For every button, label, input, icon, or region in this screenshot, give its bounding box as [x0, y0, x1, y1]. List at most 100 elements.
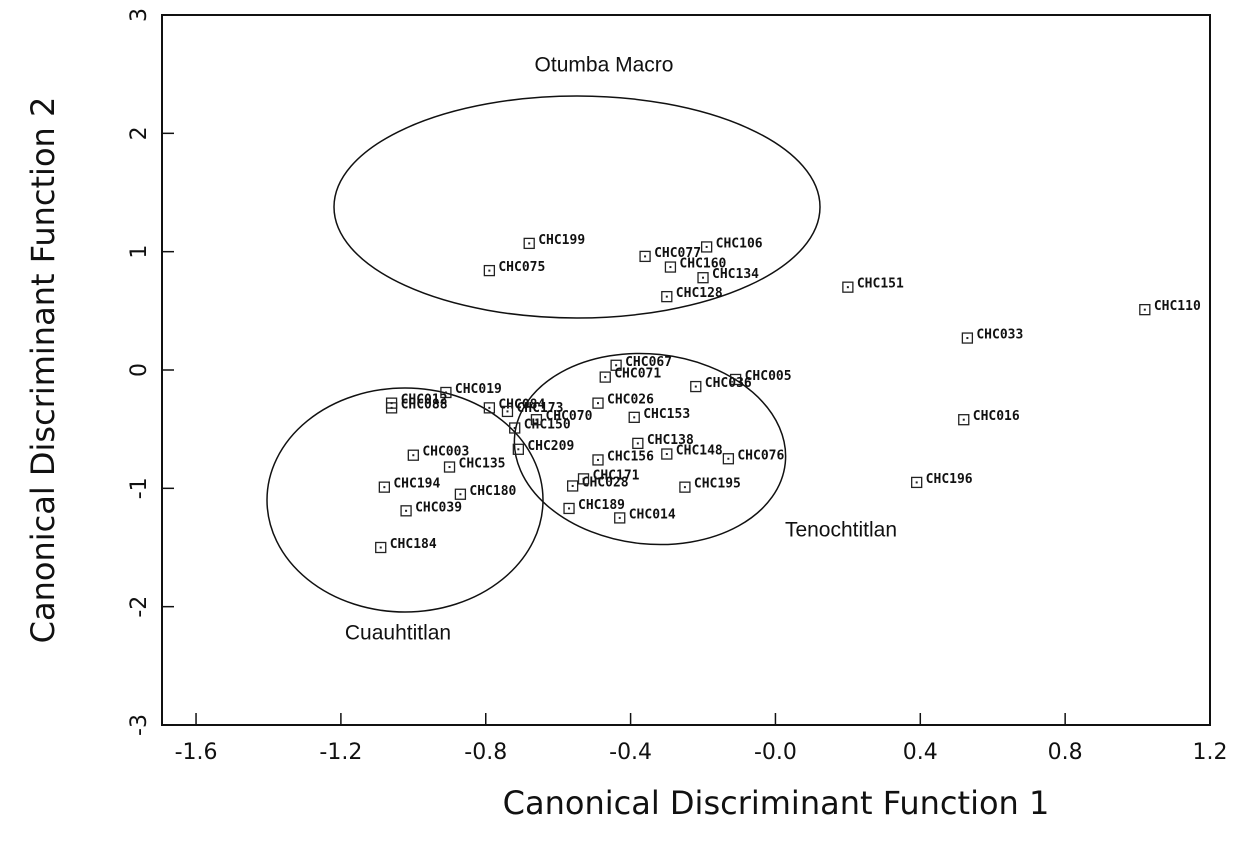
point-dot: [734, 378, 737, 381]
point-label: CHC156: [607, 449, 654, 464]
point-dot: [962, 418, 965, 421]
annotation: Otumba Macro: [535, 54, 674, 77]
point-label: CHC199: [538, 233, 585, 248]
x-tick-label: -1.2: [319, 740, 362, 765]
y-tick-label: -1: [127, 477, 152, 499]
point: [440, 386, 452, 399]
point-dot: [846, 286, 849, 289]
point: [567, 480, 579, 492]
point: [958, 414, 970, 426]
point-label: CHC148: [676, 444, 723, 459]
point-dot: [915, 481, 918, 484]
point: [509, 422, 521, 434]
point: [628, 411, 640, 423]
point-dot: [383, 486, 386, 489]
point-label: CHC012: [401, 393, 448, 408]
point-dot: [535, 418, 538, 421]
y-tick-label: 0: [127, 363, 152, 377]
point-dot: [488, 269, 491, 272]
point: [679, 481, 691, 493]
point-label: CHC110: [1154, 299, 1201, 314]
point-dot: [665, 295, 668, 298]
point: [483, 264, 496, 277]
point-dot: [582, 477, 585, 480]
point-label: CHC195: [694, 477, 741, 492]
point-label: CHC075: [498, 260, 545, 275]
point: [501, 405, 514, 418]
point-label: CHC028: [582, 475, 629, 490]
point-dot: [633, 416, 636, 419]
point-dot: [669, 266, 672, 269]
point: [592, 454, 604, 466]
point: [599, 371, 611, 383]
point-dot: [390, 406, 393, 409]
x-tick-label: -1.6: [175, 740, 218, 765]
point-label: CHC184: [390, 537, 437, 552]
point-label: CHC209: [527, 439, 574, 454]
point-dot: [1143, 308, 1146, 311]
x-tick-label: 0.4: [903, 740, 938, 765]
point-label: CHC076: [737, 448, 784, 463]
point-label: CHC173: [516, 401, 563, 416]
y-tick-label: 3: [127, 8, 152, 22]
point: [661, 448, 673, 460]
point-dot: [966, 337, 969, 340]
point-dot: [683, 486, 686, 489]
x-tick-label: -0.8: [464, 740, 507, 765]
point-label: CHC019: [455, 382, 502, 397]
point: [443, 461, 456, 473]
group-ellipse: [266, 387, 544, 613]
point-label: CHC036: [705, 376, 752, 391]
point-label: CHC005: [745, 369, 792, 384]
point-dot: [665, 453, 668, 456]
point-dot: [597, 458, 600, 461]
point: [661, 290, 673, 303]
point: [592, 397, 604, 409]
point-label: CHC135: [459, 457, 506, 472]
point-label: CHC171: [593, 468, 640, 483]
point-dot: [702, 276, 705, 279]
point: [911, 476, 923, 489]
point-label: CHC067: [625, 355, 672, 370]
point: [722, 453, 735, 465]
point-label: CHC138: [647, 433, 694, 448]
point: [614, 512, 626, 524]
point-dot: [644, 255, 647, 258]
point: [407, 449, 419, 461]
point-label: CHC150: [524, 417, 571, 432]
point-label: CHC014: [629, 507, 676, 522]
point-dot: [412, 454, 415, 457]
point-dot: [517, 448, 520, 451]
group-ellipse: [333, 95, 821, 319]
point: [512, 443, 524, 455]
y-tick-label: -3: [127, 714, 152, 736]
point-label: CHC189: [578, 498, 625, 513]
point: [400, 505, 412, 517]
point-dot: [597, 402, 600, 405]
point-dot: [571, 484, 574, 487]
point: [378, 481, 390, 493]
point-label: CHC134: [712, 267, 759, 282]
point: [385, 402, 398, 414]
x-axis-title: Canonical Discriminant Function 1: [503, 784, 1050, 822]
point-label: CHC039: [415, 500, 462, 515]
point-label: CHC180: [469, 484, 516, 499]
point: [632, 437, 644, 450]
point: [697, 272, 709, 284]
plot-frame: [161, 14, 1211, 726]
point-label: CHC003: [422, 445, 469, 460]
point-label: CHC194: [393, 477, 440, 492]
point: [842, 281, 854, 293]
point-label: CHC088: [401, 397, 448, 412]
annotation: Cuauhtitlan: [345, 622, 451, 645]
point: [483, 402, 496, 414]
point: [729, 373, 742, 386]
point: [454, 488, 467, 500]
point: [639, 250, 651, 263]
point-dot: [694, 385, 697, 388]
group-ellipse: [513, 352, 787, 546]
x-tick-label: 1.2: [1193, 740, 1228, 765]
point: [1139, 303, 1151, 316]
point: [577, 473, 590, 485]
